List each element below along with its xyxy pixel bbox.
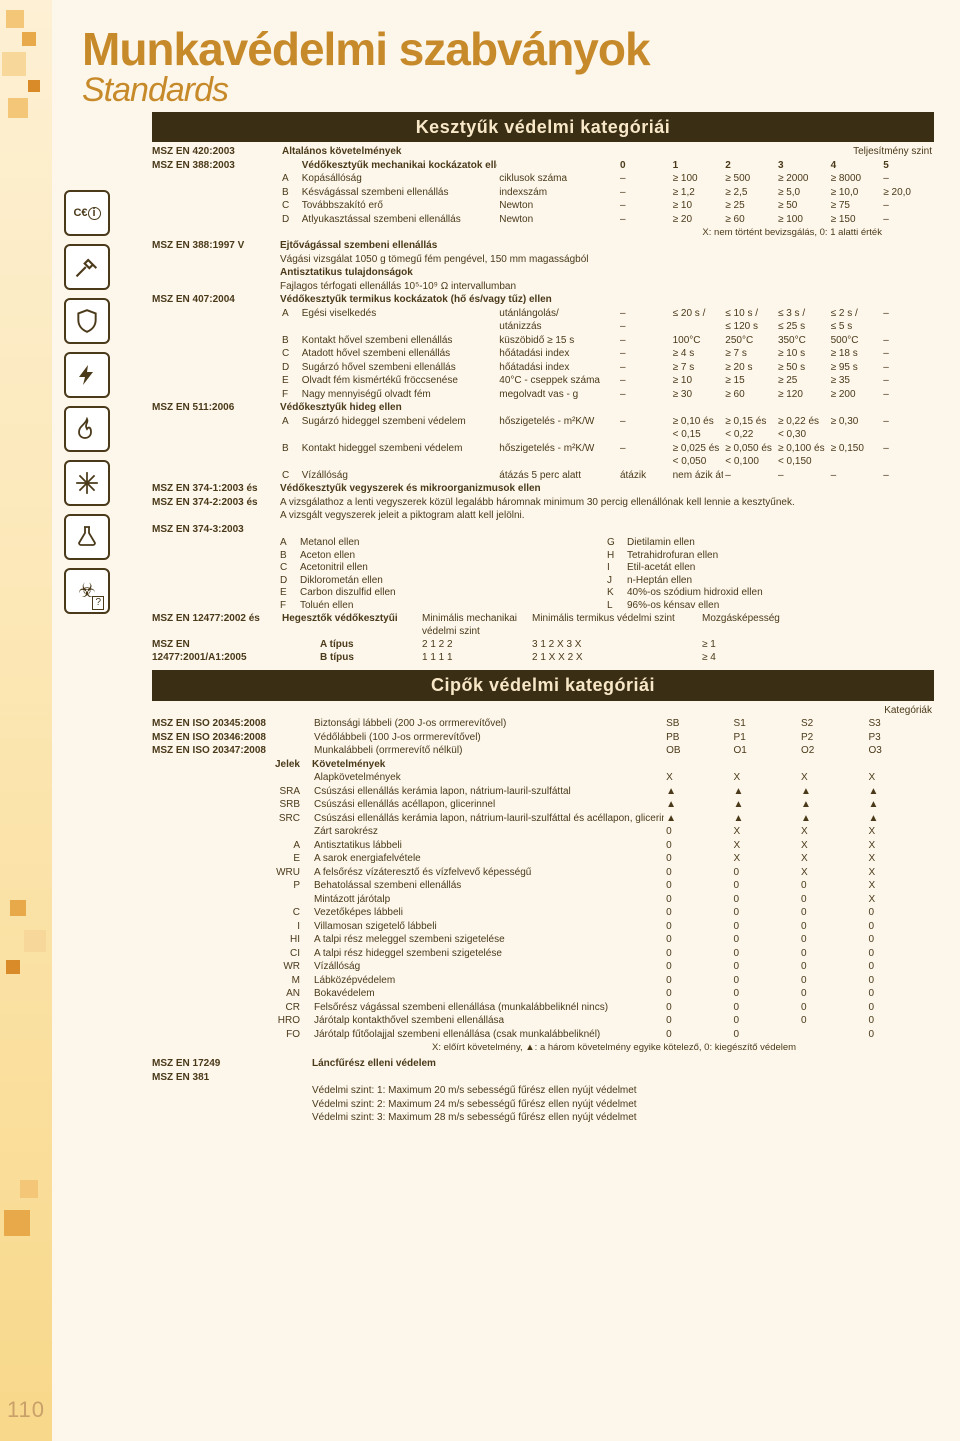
- shield-icon: [64, 298, 110, 344]
- page-title: Munkavédelmi szabványok Standards: [82, 28, 934, 106]
- flask-icon: [64, 514, 110, 560]
- content: Munkavédelmi szabványok Standards Keszty…: [52, 0, 960, 1441]
- sidebar-mosaic: 110: [0, 0, 52, 1441]
- title-main: Munkavédelmi szabványok: [82, 23, 650, 75]
- section-shoes: Cipők védelmi kategóriái: [152, 670, 934, 701]
- section-gloves: Kesztyűk védelmi kategóriái: [152, 112, 934, 143]
- page: 110 C€i ☣? Munkavédelmi szabványok Stand…: [0, 0, 960, 1441]
- snow-icon: [64, 460, 110, 506]
- hammer-icon: [64, 244, 110, 290]
- title-sub: Standards: [82, 74, 934, 106]
- page-number: 110: [0, 1396, 52, 1424]
- biohazard-icon: ☣?: [64, 568, 110, 614]
- ce-info-icon: C€i: [64, 190, 110, 236]
- icon-column: C€i ☣?: [64, 190, 124, 622]
- shoes-block: KategóriákMSZ EN ISO 20345:2008Biztonság…: [152, 705, 934, 1125]
- bolt-icon: [64, 352, 110, 398]
- flame-icon: [64, 406, 110, 452]
- gloves-block: MSZ EN 420:2003Általános követelményekTe…: [152, 146, 934, 664]
